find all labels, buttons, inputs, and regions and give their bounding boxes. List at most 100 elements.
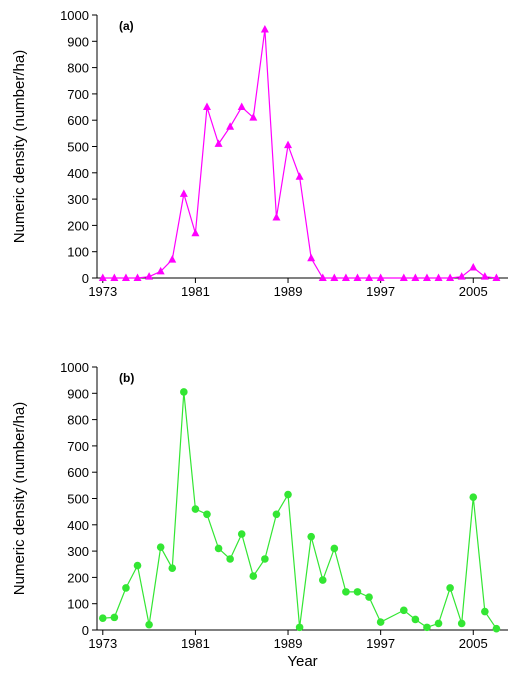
data-point bbox=[156, 266, 165, 275]
panel-label: (b) bbox=[119, 371, 134, 385]
data-point bbox=[411, 615, 420, 624]
data-point bbox=[237, 102, 246, 111]
data-point bbox=[98, 273, 107, 281]
data-point bbox=[353, 273, 362, 281]
data-point bbox=[307, 532, 315, 541]
x-tick-label: 1981 bbox=[181, 284, 210, 299]
y-tick-label: 800 bbox=[67, 61, 89, 76]
data-point bbox=[202, 102, 211, 111]
data-point bbox=[457, 272, 466, 280]
data-point bbox=[261, 555, 269, 563]
data-point bbox=[284, 140, 293, 149]
y-tick-label: 400 bbox=[67, 166, 89, 181]
data-point bbox=[110, 613, 119, 622]
data-point bbox=[191, 505, 200, 513]
data-point bbox=[399, 273, 408, 281]
data-point bbox=[133, 561, 142, 570]
data-line bbox=[102, 29, 497, 279]
data-point bbox=[411, 273, 420, 281]
data-point bbox=[353, 588, 362, 596]
y-tick-label: 100 bbox=[67, 597, 89, 612]
data-point bbox=[365, 273, 374, 281]
y-tick-label: 200 bbox=[67, 570, 89, 585]
data-point bbox=[434, 619, 443, 628]
data-point bbox=[98, 614, 107, 622]
data-point bbox=[214, 544, 223, 553]
data-point bbox=[434, 273, 443, 281]
y-tick-label: 100 bbox=[67, 245, 89, 260]
data-point bbox=[400, 606, 408, 615]
data-point bbox=[122, 584, 130, 592]
data-point bbox=[318, 273, 327, 281]
y-tick-label: 1000 bbox=[60, 8, 89, 23]
x-tick-label: 1997 bbox=[366, 284, 395, 299]
data-point bbox=[226, 122, 235, 130]
data-point bbox=[145, 272, 154, 280]
data-point bbox=[469, 493, 478, 501]
data-point bbox=[446, 273, 455, 281]
data-point bbox=[330, 544, 339, 553]
data-point bbox=[145, 620, 153, 629]
data-point bbox=[168, 255, 177, 263]
data-point bbox=[249, 113, 258, 121]
y-tick-label: 500 bbox=[67, 140, 89, 155]
data-point bbox=[272, 510, 281, 519]
data-point bbox=[307, 253, 316, 262]
y-tick-label: 900 bbox=[67, 34, 89, 49]
data-point bbox=[226, 555, 234, 563]
x-tick-label: 2005 bbox=[459, 284, 488, 299]
data-point bbox=[180, 388, 188, 396]
y-axis-label: Numeric density (number/ha) bbox=[11, 50, 28, 243]
x-axis-label: Year bbox=[287, 653, 317, 670]
data-point bbox=[492, 273, 501, 281]
x-tick-label: 1997 bbox=[366, 636, 395, 651]
data-point bbox=[284, 490, 292, 499]
data-point bbox=[249, 572, 258, 580]
data-point bbox=[330, 273, 339, 281]
data-point bbox=[295, 623, 304, 632]
data-point bbox=[376, 618, 385, 626]
x-tick-label: 1973 bbox=[88, 636, 117, 651]
data-point bbox=[422, 273, 431, 281]
y-axis-label: Numeric density (number/ha) bbox=[11, 402, 28, 595]
y-tick-label: 0 bbox=[82, 271, 89, 286]
y-tick-label: 400 bbox=[67, 518, 89, 533]
data-point bbox=[457, 619, 466, 628]
x-tick-label: 1989 bbox=[274, 636, 303, 651]
data-line bbox=[102, 391, 497, 630]
data-point bbox=[260, 24, 269, 33]
y-tick-label: 700 bbox=[67, 87, 89, 102]
data-point bbox=[295, 172, 304, 180]
data-point bbox=[318, 576, 327, 584]
data-point bbox=[480, 272, 489, 280]
x-tick-label: 1973 bbox=[88, 284, 117, 299]
y-tick-label: 900 bbox=[67, 386, 89, 401]
data-point bbox=[423, 623, 431, 632]
data-point bbox=[156, 543, 165, 551]
y-tick-label: 800 bbox=[67, 413, 89, 428]
data-point bbox=[376, 273, 385, 281]
y-tick-label: 0 bbox=[82, 623, 89, 638]
data-point bbox=[168, 564, 177, 572]
data-point bbox=[179, 189, 188, 197]
data-point bbox=[365, 593, 373, 601]
y-tick-label: 600 bbox=[67, 113, 89, 128]
panel-label: (a) bbox=[119, 19, 134, 33]
y-tick-label: 300 bbox=[67, 544, 89, 559]
x-tick-label: 1981 bbox=[181, 636, 210, 651]
data-point bbox=[446, 584, 454, 592]
data-point bbox=[121, 273, 130, 281]
x-tick-label: 1989 bbox=[274, 284, 303, 299]
data-point bbox=[272, 213, 281, 221]
y-tick-label: 500 bbox=[67, 492, 89, 507]
y-tick-label: 700 bbox=[67, 439, 89, 454]
data-point bbox=[469, 262, 478, 271]
x-tick-label: 2005 bbox=[459, 636, 488, 651]
data-point bbox=[110, 273, 119, 281]
data-point bbox=[133, 273, 142, 281]
data-point bbox=[342, 588, 350, 596]
y-tick-label: 1000 bbox=[60, 360, 89, 375]
data-point bbox=[191, 228, 200, 237]
data-point bbox=[214, 139, 223, 147]
